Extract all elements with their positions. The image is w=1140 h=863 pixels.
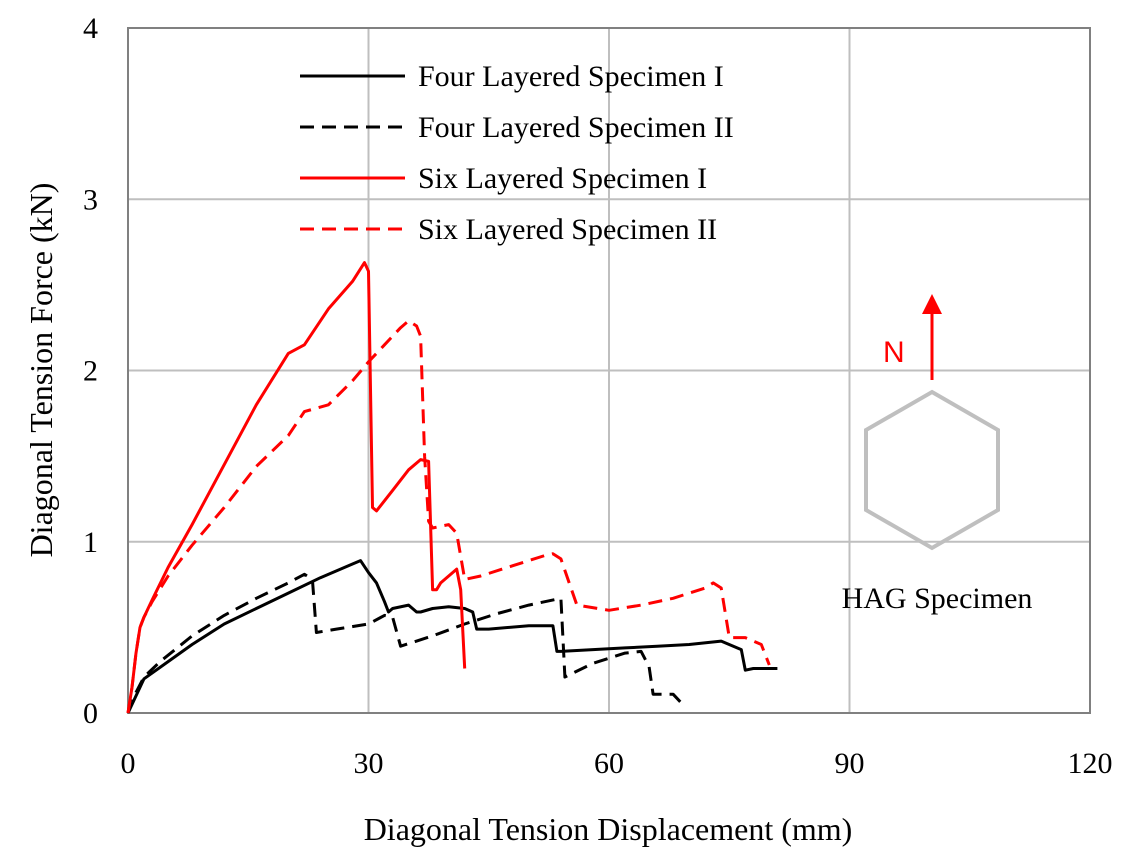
y-tick-label: 2: [83, 355, 98, 388]
y-axis-title: Diagonal Tension Force (kN): [23, 183, 59, 558]
plot-area-border: [127, 27, 1091, 714]
series-lines: [126, 261, 778, 714]
x-axis-title: Diagonal Tension Displacement (mm): [364, 811, 853, 847]
legend: Four Layered Specimen I Four Layered Spec…: [300, 60, 734, 246]
legend-label-3: Six Layered Specimen I: [418, 162, 707, 195]
series-line-2: [126, 572, 683, 714]
x-tick-label: 90: [835, 747, 865, 780]
north-label: N: [883, 336, 905, 369]
series-line-1: [126, 559, 778, 714]
series-line-4: [126, 319, 771, 714]
x-tick-label: 120: [1068, 747, 1113, 780]
hexagon-icon: [864, 389, 1000, 551]
y-tick-label: 4: [83, 12, 98, 45]
y-tick-label: 3: [83, 183, 98, 216]
tick-labels: 0 30 60 90 120 0 1 2 3 4: [83, 12, 1113, 780]
legend-label-1: Four Layered Specimen I: [418, 60, 724, 93]
x-tick-label: 60: [594, 747, 624, 780]
north-arrow-head: [922, 294, 942, 314]
grid: [128, 28, 1090, 713]
x-tick-label: 0: [121, 747, 136, 780]
y-tick-label: 0: [83, 697, 98, 730]
legend-label-4: Six Layered Specimen II: [418, 213, 717, 246]
x-tick-label: 30: [354, 747, 384, 780]
legend-label-2: Four Layered Specimen II: [418, 111, 734, 144]
y-tick-label: 1: [83, 526, 98, 559]
specimen-label: HAG Specimen: [842, 582, 1033, 615]
series-line-3: [126, 261, 467, 714]
north-arrow: N: [883, 294, 942, 380]
